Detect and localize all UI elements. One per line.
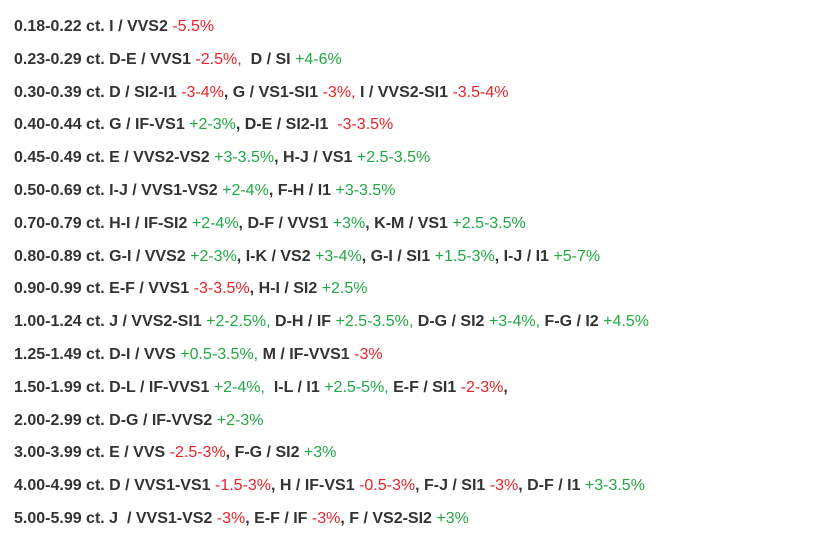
- positive-change: +2-3%: [216, 411, 264, 429]
- diamond-spec-label: , I-J / I1: [494, 247, 554, 265]
- negative-change: -2.5-3%: [169, 444, 226, 462]
- diamond-spec-label: 0.30-0.39 ct. D / SI2-I1: [14, 83, 182, 101]
- price-change-row: 0.30-0.39 ct. D / SI2-I1 -3-4%, G / VS1-…: [14, 82, 833, 115]
- diamond-spec-label: I / VVS2-SI1: [355, 83, 453, 101]
- price-change-row: 0.80-0.89 ct. G-I / VVS2 +2-3%, I-K / VS…: [14, 246, 833, 279]
- diamond-spec-label: 0.90-0.99 ct. E-F / VVS1: [14, 280, 194, 298]
- diamond-spec-label: , G-I / SI1: [361, 247, 435, 265]
- diamond-spec-label: , E-F / IF: [245, 509, 312, 527]
- price-change-row: 1.00-1.24 ct. J / VVS2-SI1 +2-2.5%, D-H …: [14, 311, 833, 344]
- positive-change: +3-3.5%: [584, 477, 645, 495]
- diamond-spec-label: D-G / SI2: [413, 313, 489, 331]
- negative-change: -1.5-3%: [215, 477, 272, 495]
- negative-change: -3%: [489, 477, 519, 495]
- diamond-spec-label: 0.23-0.29 ct. D-E / VVS1: [14, 50, 196, 68]
- diamond-spec-label: , D-F / VVS1: [238, 214, 333, 232]
- positive-change: +2-4%: [222, 181, 269, 199]
- diamond-spec-label: ,: [503, 378, 508, 396]
- diamond-spec-label: 0.80-0.89 ct. G-I / VVS2: [14, 247, 191, 265]
- diamond-spec-label: 0.70-0.79 ct. H-I / IF-SI2: [14, 214, 192, 232]
- positive-change: +3%: [303, 444, 337, 462]
- positive-change: +3-3.5%: [214, 149, 275, 167]
- diamond-spec-label: , K-M / VS1: [365, 214, 453, 232]
- price-change-row: 0.70-0.79 ct. H-I / IF-SI2 +2-4%, D-F / …: [14, 213, 833, 246]
- positive-change: +2.5-5%,: [324, 378, 389, 396]
- price-change-row: 4.00-4.99 ct. D / VVS1-VS1 -1.5-3%, H / …: [14, 475, 833, 508]
- diamond-spec-label: 0.40-0.44 ct. G / IF-VS1: [14, 116, 190, 134]
- negative-change: -3.5-4%: [452, 83, 509, 101]
- negative-change: -2.5%,: [195, 50, 242, 68]
- diamond-spec-label: , G / VS1-SI1: [223, 83, 323, 101]
- positive-change: +2.5-3.5%,: [335, 313, 414, 331]
- diamond-spec-label: 0.18-0.22 ct. I / VVS2: [14, 18, 173, 35]
- price-change-row: 0.50-0.69 ct. I-J / VVS1-VS2 +2-4%, F-H …: [14, 180, 833, 213]
- diamond-spec-label: , H-J / VS1: [274, 149, 357, 167]
- price-change-row: 0.45-0.49 ct. E / VVS2-VS2 +3-3.5%, H-J …: [14, 147, 833, 180]
- diamond-spec-label: 1.25-1.49 ct. D-I / VVS: [14, 345, 181, 363]
- price-change-row: 1.50-1.99 ct. D-L / IF-VVS1 +2-4%, I-L /…: [14, 377, 833, 410]
- diamond-spec-label: D-H / IF: [270, 313, 336, 331]
- diamond-spec-label: , F / VS2-SI2: [340, 509, 437, 527]
- positive-change: +2-3%: [190, 247, 237, 265]
- diamond-spec-label: 0.50-0.69 ct. I-J / VVS1-VS2: [14, 181, 223, 199]
- price-change-row: 1.25-1.49 ct. D-I / VVS +0.5-3.5%, M / I…: [14, 344, 833, 377]
- negative-change: -5.5%: [172, 18, 215, 35]
- negative-change: -3-3.5%: [193, 280, 250, 298]
- positive-change: +3-4%: [315, 247, 362, 265]
- diamond-spec-label: 2.00-2.99 ct. D-G / IF-VVS2: [14, 411, 217, 429]
- positive-change: +3-4%,: [488, 313, 541, 331]
- price-change-row: 0.18-0.22 ct. I / VVS2 -5.5%: [14, 16, 833, 49]
- positive-change: +2-3%: [189, 116, 236, 134]
- positive-change: +3%: [332, 214, 366, 232]
- negative-change: -3-4%: [181, 83, 224, 101]
- positive-change: +4.5%: [603, 313, 649, 331]
- diamond-spec-label: , D-F / I1: [518, 477, 585, 495]
- negative-change: -3%: [354, 345, 383, 363]
- negative-change: -3%: [311, 509, 341, 527]
- diamond-spec-label: , H / IF-VS1: [271, 477, 360, 495]
- positive-change: +5-7%: [553, 247, 601, 265]
- positive-change: +4-6%: [295, 50, 342, 68]
- diamond-spec-label: M / IF-VVS1: [258, 345, 355, 363]
- price-change-row: 0.40-0.44 ct. G / IF-VS1 +2-3%, D-E / SI…: [14, 114, 833, 147]
- diamond-spec-label: , F-G / SI2: [225, 444, 304, 462]
- positive-change: +2-2.5%,: [206, 313, 271, 331]
- price-change-row: 5.00-5.99 ct. J / VVS1-VS2 -3%, E-F / IF…: [14, 508, 833, 541]
- positive-change: +2-4%: [191, 214, 239, 232]
- positive-change: +2.5-3.5%: [452, 214, 526, 232]
- positive-change: +0.5-3.5%,: [180, 345, 259, 363]
- diamond-spec-label: 0.45-0.49 ct. E / VVS2-VS2: [14, 149, 215, 167]
- diamond-spec-label: 1.00-1.24 ct. J / VVS2-SI1: [14, 313, 207, 331]
- positive-change: +2.5-3.5%: [356, 149, 431, 167]
- positive-change: +2.5%: [321, 280, 368, 298]
- diamond-spec-label: , F-H / I1: [268, 181, 336, 199]
- diamond-spec-label: , D-E / SI2-I1: [235, 116, 338, 134]
- diamond-spec-label: 4.00-4.99 ct. D / VVS1-VS1: [14, 477, 215, 495]
- price-change-row: 0.90-0.99 ct. E-F / VVS1 -3-3.5%, H-I / …: [14, 278, 833, 311]
- diamond-spec-label: D / SI: [241, 50, 296, 68]
- negative-change: -3%: [216, 509, 246, 527]
- price-change-row: 3.00-3.99 ct. E / VVS -2.5-3%, F-G / SI2…: [14, 442, 833, 475]
- negative-change: -3-3.5%: [337, 116, 394, 134]
- diamond-spec-label: , H-I / SI2: [249, 280, 322, 298]
- positive-change: +2-4%,: [213, 378, 265, 396]
- price-change-row: 0.23-0.29 ct. D-E / VVS1 -2.5%, D / SI +…: [14, 49, 833, 82]
- negative-change: -2-3%: [460, 378, 504, 396]
- diamond-spec-label: , F-J / SI1: [415, 477, 490, 495]
- positive-change: +1.5-3%: [434, 247, 495, 265]
- diamond-spec-label: I-L / I1: [264, 378, 325, 396]
- negative-change: -3%,: [322, 83, 356, 101]
- diamond-spec-label: 5.00-5.99 ct. J / VVS1-VS2: [14, 509, 217, 527]
- diamond-spec-label: , I-K / VS2: [236, 247, 316, 265]
- diamond-spec-label: 1.50-1.99 ct. D-L / IF-VVS1: [14, 378, 214, 396]
- diamond-spec-label: 3.00-3.99 ct. E / VVS: [14, 444, 170, 462]
- positive-change: +3%: [436, 509, 469, 527]
- diamond-spec-label: E-F / SI1: [388, 378, 461, 396]
- positive-change: +3-3.5%: [335, 181, 396, 199]
- negative-change: -0.5-3%: [359, 477, 416, 495]
- diamond-spec-label: F-G / I2: [540, 313, 604, 331]
- price-change-row: 2.00-2.99 ct. D-G / IF-VVS2 +2-3%: [14, 410, 833, 443]
